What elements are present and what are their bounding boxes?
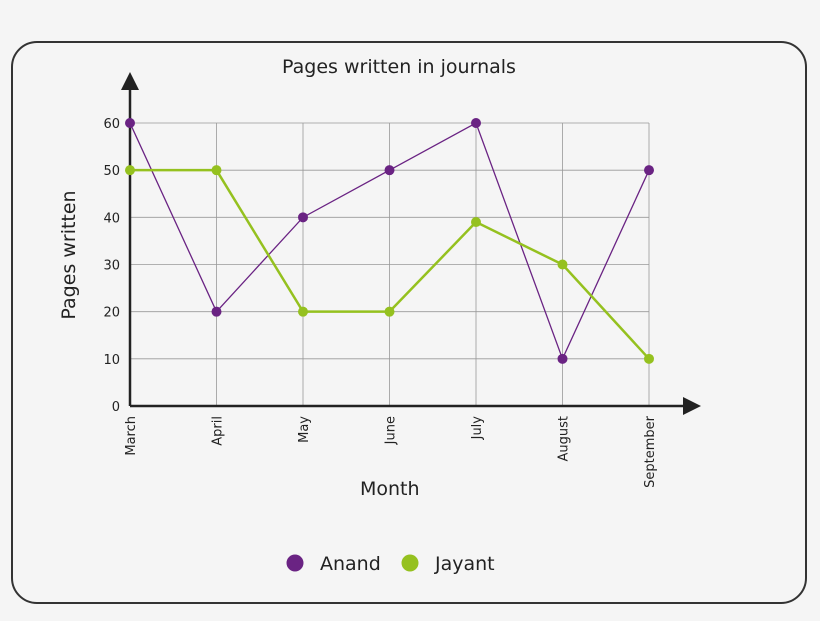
- chart-title: Pages written in journals: [282, 56, 516, 78]
- data-point-jayant: [211, 165, 222, 176]
- data-point-anand: [644, 165, 654, 176]
- data-point-anand: [384, 165, 395, 176]
- legend-marker-jayant: [401, 554, 419, 572]
- data-point-jayant: [557, 259, 568, 270]
- chart-frame: [11, 41, 807, 604]
- y-tick-label: 30: [103, 259, 120, 274]
- x-tick-label: March: [124, 416, 139, 456]
- data-point-anand: [557, 353, 568, 364]
- data-point-jayant: [298, 306, 308, 317]
- y-tick-label: 50: [103, 164, 120, 179]
- x-axis-label: Month: [360, 478, 420, 500]
- data-point-jayant: [125, 165, 135, 176]
- legend-marker-anand: [286, 554, 304, 572]
- data-point-jayant: [384, 306, 395, 317]
- x-axis-arrow-icon: [683, 397, 701, 415]
- legend-label: Jayant: [434, 553, 495, 575]
- x-tick-label: April: [211, 416, 226, 446]
- data-point-jayant: [644, 353, 654, 364]
- data-point-anand: [471, 118, 481, 128]
- y-tick-label: 0: [112, 400, 120, 415]
- data-point-anand: [298, 212, 308, 223]
- data-point-jayant: [471, 217, 481, 228]
- x-tick-label: July: [470, 416, 485, 441]
- x-tick-label: May: [297, 416, 312, 443]
- y-axis-arrow-icon: [121, 72, 139, 90]
- legend-label: Anand: [320, 553, 381, 575]
- x-tick-label: September: [643, 415, 658, 488]
- y-tick-label: 10: [103, 353, 120, 368]
- y-axis-label: Pages written: [58, 190, 80, 319]
- y-tick-label: 60: [103, 117, 120, 132]
- x-tick-label: August: [557, 416, 572, 462]
- y-tick-label: 20: [103, 306, 120, 321]
- x-tick-label: June: [384, 416, 399, 445]
- y-tick-label: 40: [103, 211, 120, 226]
- data-point-anand: [211, 306, 222, 317]
- data-point-anand: [125, 118, 135, 128]
